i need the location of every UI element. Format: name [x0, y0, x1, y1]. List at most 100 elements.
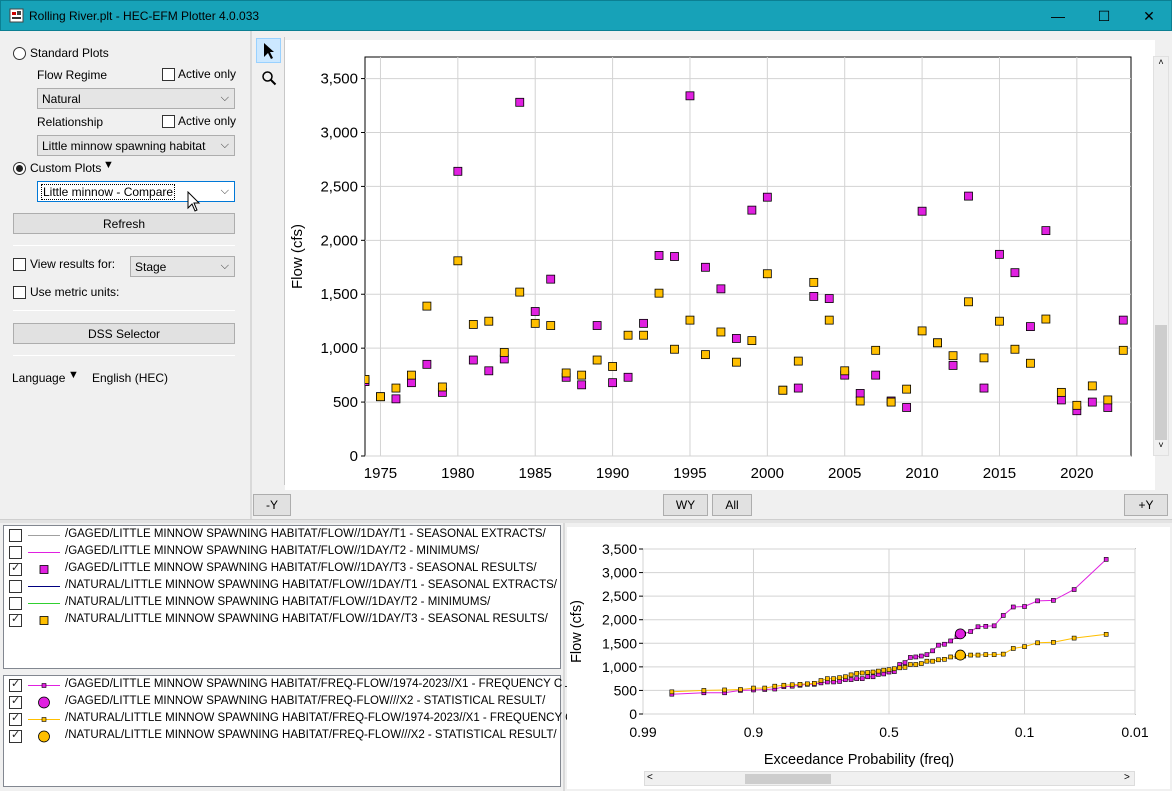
close-button[interactable]: ✕ — [1126, 1, 1172, 31]
gaged-point[interactable] — [964, 191, 973, 201]
natural-curve-point[interactable] — [848, 672, 854, 678]
gaged-curve-point[interactable] — [1000, 613, 1006, 618]
natural-statistical-result[interactable] — [954, 649, 966, 661]
natural-curve-point[interactable] — [865, 670, 870, 675]
legend-checkbox[interactable] — [9, 677, 22, 692]
dss-selector-button[interactable]: DSS Selector — [13, 323, 235, 344]
gaged-point[interactable] — [639, 318, 648, 328]
natural-curve-point[interactable] — [902, 665, 908, 670]
natural-curve-point[interactable] — [1022, 644, 1027, 649]
natural-point[interactable] — [840, 366, 850, 376]
natural-curve-point[interactable] — [1010, 646, 1016, 651]
horizontal-scrollbar[interactable]: < > — [644, 771, 1135, 786]
legend-row[interactable]: /NATURAL/LITTLE MINNOW SPAWNING HABITAT/… — [4, 578, 560, 595]
natural-point[interactable] — [886, 397, 896, 407]
gaged-curve-point[interactable] — [919, 653, 924, 659]
natural-curve-point[interactable] — [837, 675, 842, 680]
gaged-curve-point[interactable] — [854, 676, 859, 681]
natural-curve-point[interactable] — [968, 652, 973, 658]
natural-point[interactable] — [871, 345, 881, 355]
natural-curve-point[interactable] — [751, 685, 756, 691]
natural-point[interactable] — [948, 351, 958, 361]
natural-point[interactable] — [530, 318, 540, 328]
gaged-point[interactable] — [731, 334, 741, 343]
time-series-chart[interactable]: 1975 1980 1985 1990 1995 2000 2005 2010 2015 2020… — [285, 40, 1155, 490]
natural-curve-point[interactable] — [881, 667, 886, 673]
natural-curve-point[interactable] — [1051, 640, 1056, 645]
gaged-point[interactable] — [453, 166, 463, 176]
natural-point[interactable] — [407, 370, 416, 380]
gaged-point[interactable] — [670, 252, 679, 261]
gaged-curve-point[interactable] — [881, 671, 886, 677]
gaged-curve-point[interactable] — [902, 660, 908, 665]
gaged-curve-point[interactable] — [1103, 557, 1109, 562]
natural-curve-point[interactable] — [831, 676, 836, 681]
scroll-up-icon[interactable]: ˄ — [1158, 57, 1164, 67]
natural-curve-point[interactable] — [942, 657, 947, 662]
natural-curve-point[interactable] — [1000, 651, 1006, 657]
natural-point[interactable] — [422, 301, 432, 311]
natural-point[interactable] — [670, 344, 679, 354]
legend-checkbox[interactable] — [9, 597, 22, 610]
natural-curve-point[interactable] — [936, 657, 941, 663]
natural-curve-point[interactable] — [854, 671, 859, 676]
natural-point[interactable] — [995, 316, 1004, 326]
scroll-right-icon[interactable]: > — [1124, 772, 1130, 783]
natural-point[interactable] — [701, 350, 710, 360]
natural-curve-point[interactable] — [919, 661, 924, 666]
natural-curve-point[interactable] — [781, 682, 787, 688]
gaged-curve-point[interactable] — [936, 642, 941, 648]
gaged-curve-point[interactable] — [948, 638, 953, 644]
plus-y-button[interactable]: +Y — [1124, 494, 1168, 516]
horizontal-splitter[interactable] — [0, 519, 1172, 523]
natural-curve-point[interactable] — [789, 682, 795, 688]
natural-point[interactable] — [1010, 344, 1020, 354]
splitter[interactable] — [563, 523, 565, 791]
gaged-curve-point[interactable] — [908, 655, 913, 660]
gaged-point[interactable] — [995, 249, 1004, 259]
vertical-scrollbar[interactable]: ˄ ˅ — [1153, 56, 1169, 456]
legend-checkbox[interactable] — [9, 529, 22, 542]
gaged-curve-point[interactable] — [1022, 604, 1027, 609]
active-only-checkbox-1[interactable] — [162, 68, 175, 81]
gaged-point[interactable] — [902, 403, 912, 412]
gaged-point[interactable] — [762, 192, 772, 202]
legend-row[interactable]: /GAGED/LITTLE MINNOW SPAWNING HABITAT/FL… — [4, 544, 560, 561]
gaged-point[interactable] — [716, 284, 726, 294]
legend-row[interactable]: /NATURAL/LITTLE MINNOW SPAWNING HABITAT/… — [4, 711, 608, 728]
pointer-tool-button[interactable] — [256, 38, 281, 63]
natural-curve-point[interactable] — [892, 666, 897, 672]
natural-curve-point[interactable] — [1035, 640, 1040, 646]
natural-curve-point[interactable] — [876, 668, 881, 674]
natural-point[interactable] — [809, 277, 819, 287]
scroll-down-icon[interactable]: ˅ — [1158, 440, 1164, 450]
natural-curve-point[interactable] — [805, 681, 810, 687]
gaged-point[interactable] — [407, 378, 416, 388]
gaged-curve-point[interactable] — [1035, 598, 1040, 604]
natural-curve-point[interactable] — [797, 682, 803, 687]
gaged-point[interactable] — [979, 383, 989, 393]
natural-curve-point[interactable] — [701, 688, 707, 693]
gaged-point[interactable] — [577, 380, 587, 390]
legend-checkbox[interactable] — [9, 580, 22, 593]
natural-point[interactable] — [561, 368, 571, 378]
gaged-point[interactable] — [422, 359, 432, 369]
natural-curve-point[interactable] — [738, 687, 743, 692]
legend-row[interactable]: /GAGED/LITTLE MINNOW SPAWNING HABITAT/FL… — [4, 527, 560, 544]
legend-row[interactable]: /NATURAL/LITTLE MINNOW SPAWNING HABITAT/… — [4, 612, 560, 629]
gaged-point[interactable] — [855, 389, 865, 398]
minus-y-button[interactable]: -Y — [253, 494, 291, 516]
natural-point[interactable] — [1041, 314, 1051, 324]
view-results-checkbox[interactable] — [13, 258, 26, 271]
natural-curve-point[interactable] — [812, 681, 817, 686]
gaged-point[interactable] — [685, 91, 695, 101]
legend-checkbox[interactable] — [9, 612, 22, 627]
gaged-curve-point[interactable] — [983, 624, 989, 629]
gaged-curve-point[interactable] — [942, 641, 947, 647]
natural-point[interactable] — [654, 288, 664, 298]
gaged-point[interactable] — [623, 372, 633, 382]
natural-point[interactable] — [515, 287, 525, 297]
legend-row[interactable]: /NATURAL/LITTLE MINNOW SPAWNING HABITAT/… — [4, 595, 560, 612]
gaged-curve-point[interactable] — [1010, 604, 1016, 610]
legend-checkbox[interactable] — [9, 694, 22, 709]
